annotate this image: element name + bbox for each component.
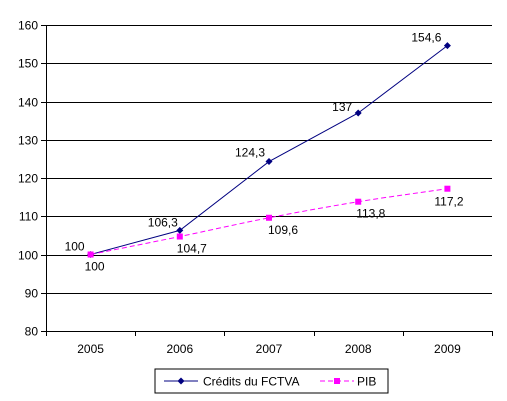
data-label: 137: [332, 100, 352, 114]
series-line-1: [90, 188, 448, 255]
legend-label-pib: PIB: [357, 375, 376, 389]
data-point: [176, 233, 183, 240]
legend-label-fctva: Crédits du FCTVA: [203, 375, 299, 389]
data-label: 113,8: [356, 207, 385, 221]
y-tick-label: 140: [18, 96, 38, 110]
y-tick-label: 130: [18, 134, 38, 148]
data-point: [87, 251, 94, 258]
data-point: [354, 109, 362, 117]
legend: Crédits du FCTVA PIB: [154, 368, 389, 394]
series: [87, 42, 451, 258]
data-label: 106,3: [148, 215, 178, 229]
x-tick-label: 2006: [166, 342, 193, 356]
y-tick-label: 100: [18, 249, 38, 263]
data-point: [355, 198, 362, 205]
legend-marker-fctva: [177, 377, 185, 385]
y-tick-label: 150: [18, 57, 38, 71]
data-label: 124,3: [235, 146, 265, 160]
data-label: 100: [65, 240, 85, 254]
y-tick-labels: 80 90 100 110 120 130 140 150 160: [18, 19, 38, 339]
y-tick-label: 110: [19, 210, 38, 224]
x-tick-label: 2007: [256, 342, 283, 356]
data-point: [443, 42, 451, 50]
data-label: 154,6: [411, 31, 441, 45]
data-labels: 100 106,3 124,3 137 154,6 100 104,7 109,6 113,8 1…: [65, 31, 464, 274]
x-tick-labels: 2005 2006 2007 2008 2009: [77, 342, 461, 356]
data-label: 104,7: [177, 242, 207, 256]
x-tick-label: 2005: [77, 342, 104, 356]
data-point: [265, 158, 273, 166]
x-tick-label: 2008: [345, 342, 372, 356]
y-tick-label: 90: [25, 287, 39, 301]
x-tick-label: 2009: [434, 342, 461, 356]
y-tick-label: 120: [18, 172, 38, 186]
axes: [41, 25, 493, 336]
data-label: 117,2: [434, 195, 463, 209]
data-point: [444, 185, 451, 192]
y-tick-label: 160: [18, 19, 38, 33]
data-point: [176, 226, 184, 234]
legend-marker-pib: [334, 378, 340, 384]
y-tick-label: 80: [25, 325, 39, 339]
data-label: 109,6: [268, 223, 298, 237]
data-label: 100: [85, 260, 105, 274]
data-point: [266, 214, 272, 221]
